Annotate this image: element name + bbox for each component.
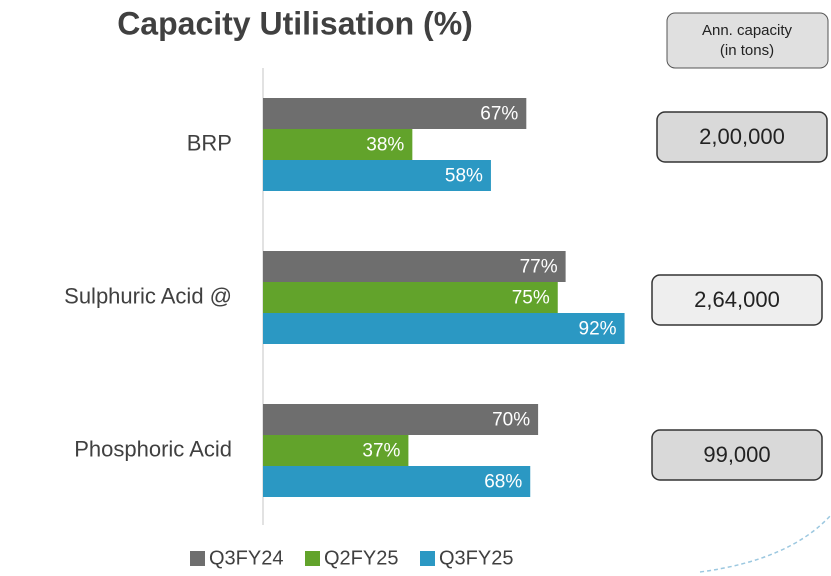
bar [263,98,527,129]
legend-swatch [190,551,205,566]
bar [263,251,566,282]
data-label: 58% [445,166,483,187]
bar [263,435,409,466]
capacity-box [656,111,828,163]
data-label: 67% [480,104,518,125]
category-label: Phosphoric Acid [74,436,232,461]
capacity-box [651,274,823,326]
capacity-box [651,429,823,481]
legend-label: Q3FY25 [439,547,513,569]
data-label: 75% [512,288,550,309]
bar [263,313,625,344]
bar [263,160,491,191]
bar [263,404,539,435]
data-label: 68% [484,472,522,493]
capacity-value: 2,64,000 [694,287,780,312]
data-label: 70% [492,410,530,431]
legend-swatch [305,551,320,566]
category-label: Sulphuric Acid @ [64,283,232,308]
data-label: 92% [579,319,617,340]
bar [263,282,558,313]
bar [263,129,413,160]
data-label: 37% [362,441,400,462]
decoration [699,514,831,573]
chart-title: Capacity Utilisation (%) [117,5,473,41]
data-label: 77% [520,257,558,278]
capacity-header: (in tons) [720,42,774,59]
data-label: 38% [366,135,404,156]
bar [263,466,531,497]
capacity-value: 99,000 [703,442,770,467]
capacity-header: Ann. capacity [702,22,793,39]
capacity-header-box [666,12,829,69]
legend-swatch [420,551,435,566]
legend-label: Q3FY24 [209,547,283,569]
capacity-value: 2,00,000 [699,124,785,149]
category-label: BRP [187,130,232,155]
legend-label: Q2FY25 [324,547,398,569]
